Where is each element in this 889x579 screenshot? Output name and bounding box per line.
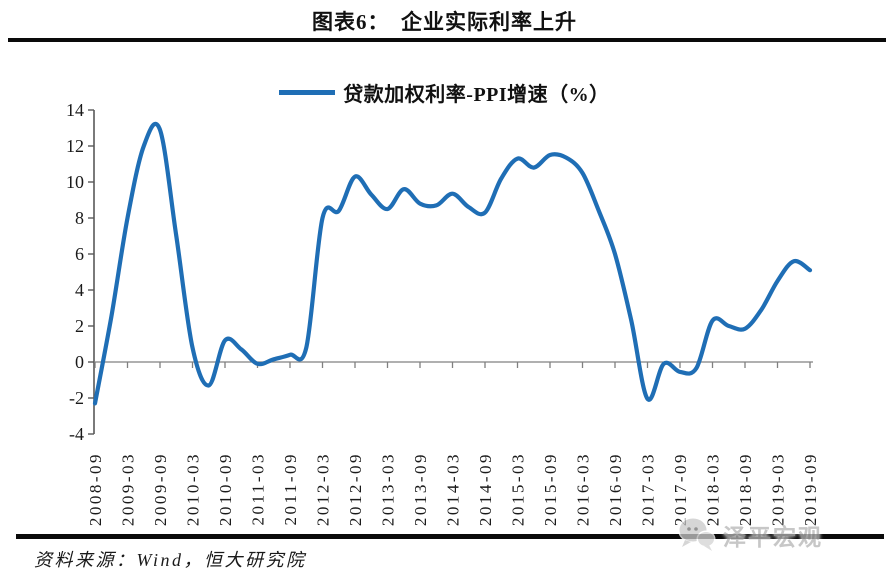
- footer-divider: [16, 534, 884, 539]
- figure-title: 图表6： 企业实际利率上升: [312, 10, 577, 34]
- x-axis-tick-label: 2010-03: [184, 452, 203, 526]
- legend-label: 贷款加权利率-PPI增速（%）: [343, 84, 610, 106]
- x-axis-tick-label: 2012-03: [314, 452, 333, 526]
- source-note: 资料来源：Wind，恒大研究院: [34, 550, 307, 570]
- series-line: [92, 121, 813, 406]
- y-axis-tick-label: 6: [75, 244, 84, 264]
- y-axis-tick-label: 14: [66, 100, 84, 120]
- y-axis-tick-label: 0: [75, 352, 84, 372]
- x-axis-tick-label: 2018-03: [704, 452, 723, 526]
- title-divider: [8, 38, 886, 42]
- x-axis-tick-label: 2014-03: [444, 452, 463, 526]
- x-axis-tick-label: 2011-09: [281, 452, 300, 526]
- x-axis-tick-label: 2013-03: [379, 452, 398, 526]
- x-axis-tick-label: 2019-03: [769, 452, 788, 526]
- x-axis-tick-label: 2009-09: [151, 452, 170, 526]
- x-axis-tick-label: 2019-09: [801, 452, 820, 526]
- x-axis-tick-label: 2012-09: [346, 452, 365, 526]
- x-axis-tick-label: 2015-03: [509, 452, 528, 526]
- y-axis-tick-label: -4: [69, 424, 84, 444]
- legend-line-marker: [279, 90, 336, 95]
- x-axis-tick-label: 2013-09: [411, 452, 430, 526]
- x-axis-tick-label: 2017-03: [639, 452, 658, 526]
- y-axis-tick-label: 8: [75, 208, 84, 228]
- y-axis-tick-label: 12: [66, 136, 84, 156]
- x-axis-tick-label: 2015-09: [541, 452, 560, 526]
- y-axis-tick-label: -2: [69, 388, 84, 408]
- x-axis-tick-label: 2018-09: [736, 452, 755, 526]
- x-axis-tick-label: 2014-09: [476, 452, 495, 526]
- x-axis-tick-label: 2010-09: [216, 452, 235, 526]
- watermark: 泽平宏观: [675, 514, 823, 556]
- x-axis-tick-label: 2016-09: [606, 452, 625, 526]
- x-axis-tick-label: 2009-03: [119, 452, 138, 526]
- x-axis-tick-label: 2017-09: [671, 452, 690, 526]
- watermark-text: 泽平宏观: [723, 525, 823, 550]
- x-axis-tick-label: 2008-09: [86, 452, 105, 526]
- y-axis-tick-label: 4: [75, 280, 84, 300]
- y-axis-tick-label: 10: [66, 172, 84, 192]
- wechat-icon: [678, 517, 716, 551]
- y-axis-tick-label: 2: [75, 316, 84, 336]
- x-axis-tick-label: 2016-03: [574, 452, 593, 526]
- chart-legend: 贷款加权利率-PPI增速（%）: [0, 78, 889, 107]
- x-axis-tick-label: 2011-03: [249, 452, 268, 526]
